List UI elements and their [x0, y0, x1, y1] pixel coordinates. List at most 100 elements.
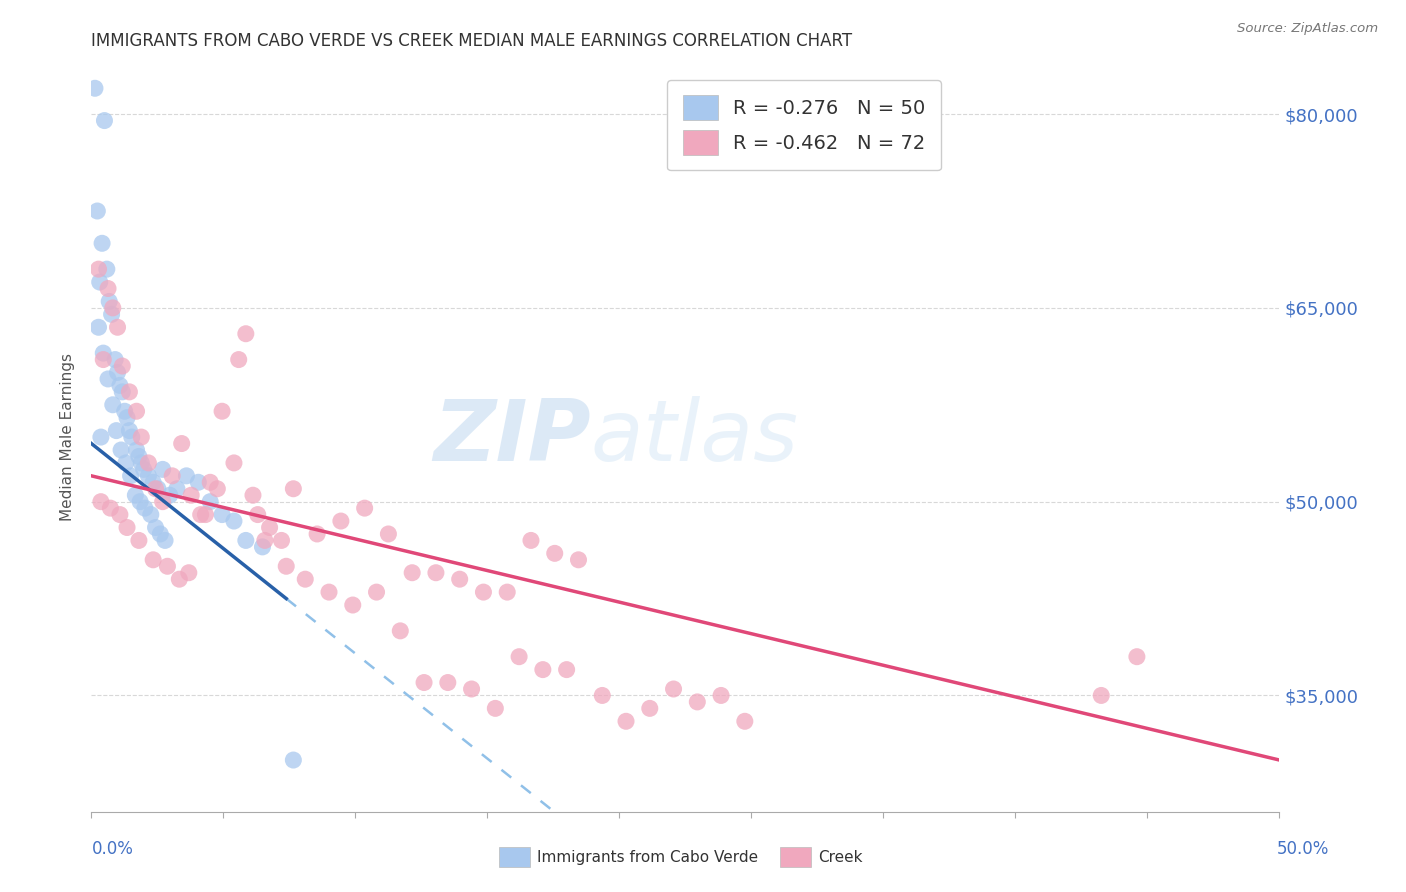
Point	[89, 275, 111, 289]
Point	[91, 352, 114, 367]
Point	[97, 372, 120, 386]
Point	[211, 508, 233, 522]
Point	[307, 527, 329, 541]
Point	[87, 262, 110, 277]
Point	[90, 494, 112, 508]
Point	[253, 533, 276, 548]
Point	[97, 281, 120, 295]
Text: IMMIGRANTS FROM CABO VERDE VS CREEK MEDIAN MALE EARNINGS CORRELATION CHART: IMMIGRANTS FROM CABO VERDE VS CREEK MEDI…	[91, 32, 852, 50]
Point	[152, 462, 174, 476]
Point	[129, 430, 152, 444]
Point	[460, 681, 482, 696]
Point	[638, 701, 661, 715]
Point	[105, 424, 128, 438]
Point	[104, 352, 127, 367]
Point	[190, 508, 212, 522]
Point	[166, 482, 188, 496]
Point	[472, 585, 495, 599]
Text: 50.0%: 50.0%	[1277, 840, 1329, 858]
Y-axis label: Median Male Earnings: Median Male Earnings	[60, 353, 76, 521]
Point	[86, 204, 108, 219]
Point	[142, 475, 165, 490]
Point	[108, 378, 131, 392]
Point	[353, 501, 375, 516]
Point	[222, 456, 245, 470]
Point	[160, 468, 183, 483]
Point	[90, 430, 112, 444]
Point	[710, 689, 733, 703]
Point	[159, 488, 181, 502]
Point	[531, 663, 554, 677]
Point	[93, 113, 115, 128]
Point	[124, 488, 146, 502]
Point	[128, 533, 150, 548]
Text: 0.0%: 0.0%	[91, 840, 134, 858]
Text: Source: ZipAtlas.com: Source: ZipAtlas.com	[1237, 22, 1378, 36]
Point	[152, 494, 174, 508]
Point	[496, 585, 519, 599]
Point	[270, 533, 292, 548]
Point	[111, 359, 134, 373]
Text: Immigrants from Cabo Verde: Immigrants from Cabo Verde	[537, 850, 758, 864]
Point	[120, 468, 142, 483]
Point	[125, 404, 148, 418]
Point	[100, 501, 122, 516]
Point	[614, 714, 637, 729]
Point	[200, 475, 222, 490]
Point	[177, 566, 200, 580]
Point	[366, 585, 388, 599]
Point	[555, 663, 578, 677]
Point	[591, 689, 613, 703]
Point	[180, 488, 202, 502]
Point	[169, 572, 191, 586]
Point	[662, 681, 685, 696]
Point	[146, 482, 169, 496]
Point	[252, 540, 274, 554]
Point	[283, 482, 305, 496]
Point	[118, 424, 141, 438]
Point	[115, 410, 138, 425]
Point	[145, 482, 167, 496]
Point	[686, 695, 709, 709]
Text: ZIP: ZIP	[433, 395, 591, 479]
Point	[318, 585, 340, 599]
Point	[101, 301, 124, 315]
Point	[200, 494, 222, 508]
Point	[1090, 689, 1112, 703]
Point	[134, 501, 156, 516]
Point	[121, 430, 143, 444]
Point	[211, 404, 233, 418]
Point	[176, 468, 198, 483]
Point	[138, 468, 160, 483]
Point	[449, 572, 471, 586]
Point	[100, 307, 122, 321]
Point	[110, 442, 132, 457]
Point	[125, 442, 148, 457]
Point	[96, 262, 118, 277]
Point	[149, 527, 172, 541]
Point	[342, 598, 364, 612]
Point	[111, 384, 134, 399]
Point	[389, 624, 412, 638]
Point	[138, 456, 160, 470]
Point	[114, 404, 136, 418]
Point	[436, 675, 458, 690]
Point	[329, 514, 352, 528]
Point	[142, 553, 165, 567]
Point	[139, 508, 162, 522]
Point	[276, 559, 298, 574]
Point	[145, 520, 167, 534]
Point	[259, 520, 281, 534]
Point	[108, 508, 131, 522]
Point	[129, 494, 152, 508]
Point	[425, 566, 447, 580]
Text: atlas: atlas	[591, 395, 799, 479]
Point	[187, 475, 209, 490]
Point	[246, 508, 269, 522]
Point	[294, 572, 316, 586]
Point	[107, 320, 129, 334]
Point	[207, 482, 229, 496]
Point	[377, 527, 399, 541]
Point	[87, 320, 110, 334]
Point	[734, 714, 756, 729]
